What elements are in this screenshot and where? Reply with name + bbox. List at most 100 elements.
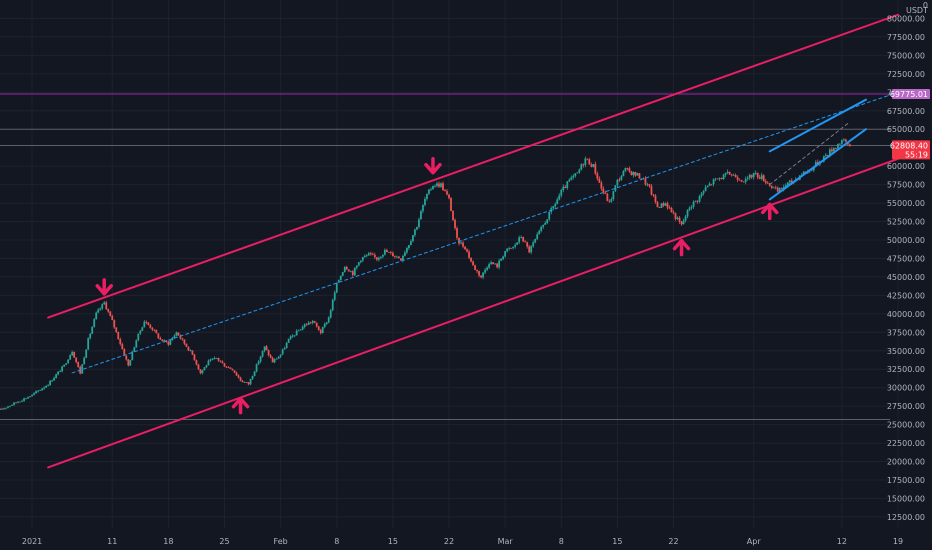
candle-body — [185, 343, 188, 347]
candle-body — [15, 402, 17, 404]
price-tick-label: 32500.00 — [887, 365, 925, 374]
price-badge-text: 69775.01 — [890, 90, 928, 99]
time-axis[interactable]: 2021 11 18 25 Feb 8 15 22 Mar 8 15 22 Apr 12 19 — [22, 537, 903, 546]
candle-body — [67, 359, 70, 364]
price-badge-text: 62808.40 — [890, 141, 928, 150]
candle-body — [724, 173, 727, 175]
candle-body — [99, 308, 102, 310]
candle-body — [127, 359, 130, 366]
candle-body — [341, 272, 344, 276]
candle-body — [516, 242, 519, 245]
candle-body — [508, 248, 511, 249]
trend-lines[interactable] — [47, 13, 900, 469]
candle-body — [289, 336, 292, 339]
candle-body — [634, 172, 637, 176]
candle-body — [614, 185, 617, 192]
candle-body — [564, 186, 567, 188]
inner-channel-mid-dashed-line — [769, 121, 851, 186]
candle-body — [227, 367, 230, 369]
candle-body — [139, 330, 142, 334]
arrow-up-icon — [760, 202, 779, 221]
candle-body — [125, 355, 128, 360]
candle-body — [786, 182, 789, 186]
candle-body — [828, 149, 831, 156]
candle-body — [590, 164, 593, 167]
price-tick-label: 37500.00 — [887, 328, 925, 337]
candle-body — [57, 371, 60, 375]
candle-body — [428, 189, 430, 194]
candle-body — [582, 164, 585, 166]
candle-body — [75, 357, 78, 363]
candle-body — [754, 172, 757, 174]
candle-body — [486, 267, 488, 270]
candle-body — [379, 256, 382, 258]
candle-body — [143, 321, 146, 328]
candle-body — [353, 267, 356, 276]
candle-body — [71, 351, 74, 356]
price-tick-label: 35000.00 — [887, 347, 925, 356]
candle-body — [580, 164, 583, 170]
price-tick-label: 42500.00 — [887, 291, 925, 300]
candle-body — [81, 364, 84, 374]
candle-body — [359, 260, 362, 263]
candle-body — [253, 371, 256, 377]
candle-body — [93, 319, 96, 327]
candle-body — [207, 360, 210, 366]
candle-body — [149, 324, 152, 328]
candle-body — [644, 178, 647, 185]
candle-body — [103, 302, 106, 305]
candle-body — [95, 312, 98, 320]
candle-body — [31, 394, 33, 397]
candle-body — [622, 171, 625, 177]
time-tick-label: 15 — [612, 537, 622, 546]
inner-channel-lower-line — [768, 128, 867, 201]
arrow-head — [231, 396, 250, 409]
candle-body — [393, 256, 396, 258]
price-tick-label: 20000.00 — [887, 458, 925, 467]
candle-body — [400, 258, 402, 261]
candle-body — [694, 200, 697, 202]
channel-upper-line — [47, 13, 900, 319]
time-tick-label: 12 — [837, 537, 847, 546]
candle-body — [19, 401, 21, 403]
price-tick-label: 40000.00 — [887, 310, 925, 319]
candle-body — [53, 377, 56, 381]
candle-body — [97, 309, 100, 313]
arrow-up-icon — [672, 238, 691, 257]
candle-body — [261, 350, 264, 357]
candle-body — [628, 168, 631, 172]
candle-body — [692, 201, 695, 207]
candle-body — [349, 271, 352, 273]
candle-body — [552, 206, 555, 209]
candle-body — [686, 209, 689, 217]
candle-body — [412, 235, 414, 242]
candle-body — [506, 248, 509, 252]
candle-body — [482, 272, 484, 278]
candle-body — [203, 367, 206, 371]
candle-body — [373, 254, 376, 258]
candle-body — [331, 299, 334, 311]
candle-body — [237, 375, 240, 378]
candle-body — [389, 252, 392, 253]
arrow-head — [95, 284, 113, 296]
currency-label: USDT — [906, 6, 928, 15]
candle-body — [147, 322, 150, 325]
candle-body — [367, 253, 370, 256]
candle-body — [195, 360, 198, 365]
arrow-markers[interactable] — [95, 156, 779, 415]
candle-body — [333, 292, 336, 300]
time-tick-label: Apr — [747, 537, 762, 546]
horizontal-levels[interactable] — [0, 93, 890, 420]
price-axis[interactable]: USDT 0 80000.0077500.0075000.0072500.007… — [887, 1, 928, 522]
candle-body — [33, 393, 35, 395]
time-tick-label: 15 — [388, 537, 398, 546]
candle-body — [337, 280, 340, 283]
inner-channel-upper-line — [768, 98, 867, 153]
candle-body — [446, 191, 448, 195]
time-tick-label: 8 — [334, 537, 339, 546]
candle-body — [141, 327, 144, 331]
candle-body — [620, 176, 623, 180]
candle-body — [790, 180, 793, 183]
candle-body — [660, 203, 663, 208]
